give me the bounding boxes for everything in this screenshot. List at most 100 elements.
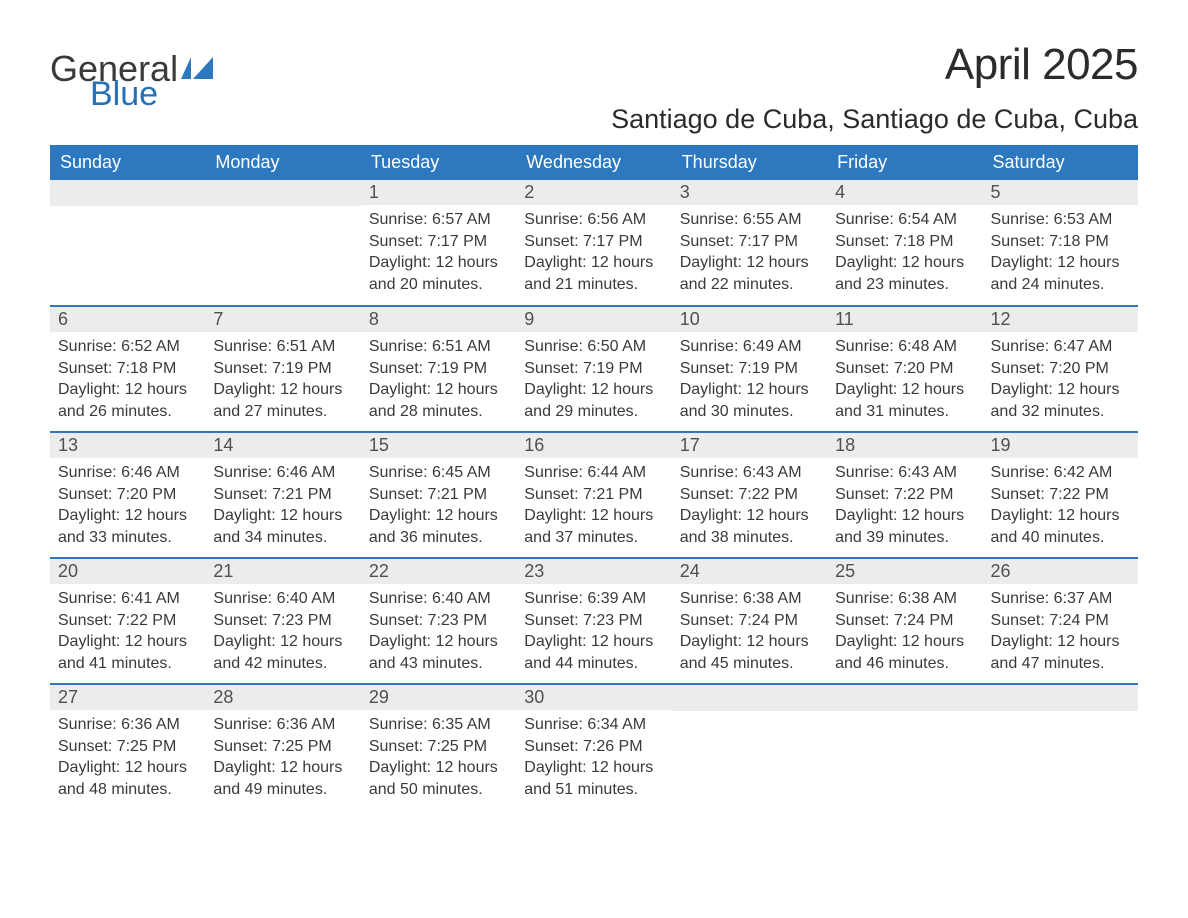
day-number: 19 xyxy=(983,433,1138,458)
calendar-cell: 13Sunrise: 6:46 AMSunset: 7:20 PMDayligh… xyxy=(50,432,205,558)
day-number: 12 xyxy=(983,307,1138,332)
day-number: 26 xyxy=(983,559,1138,584)
day-details: Sunrise: 6:36 AMSunset: 7:25 PMDaylight:… xyxy=(50,710,205,806)
day-details: Sunrise: 6:51 AMSunset: 7:19 PMDaylight:… xyxy=(205,332,360,428)
day-number: 11 xyxy=(827,307,982,332)
day-header: Saturday xyxy=(983,145,1138,180)
brand-logo: General Blue xyxy=(50,40,215,110)
day-number: 3 xyxy=(672,180,827,205)
calendar-cell xyxy=(983,684,1138,810)
calendar-cell: 6Sunrise: 6:52 AMSunset: 7:18 PMDaylight… xyxy=(50,306,205,432)
day-number: 2 xyxy=(516,180,671,205)
day-details: Sunrise: 6:46 AMSunset: 7:20 PMDaylight:… xyxy=(50,458,205,554)
calendar-week-row: 1Sunrise: 6:57 AMSunset: 7:17 PMDaylight… xyxy=(50,180,1138,306)
day-number: 6 xyxy=(50,307,205,332)
calendar-week-row: 6Sunrise: 6:52 AMSunset: 7:18 PMDaylight… xyxy=(50,306,1138,432)
calendar-cell xyxy=(50,180,205,306)
day-details: Sunrise: 6:48 AMSunset: 7:20 PMDaylight:… xyxy=(827,332,982,428)
calendar-cell: 4Sunrise: 6:54 AMSunset: 7:18 PMDaylight… xyxy=(827,180,982,306)
day-number: 5 xyxy=(983,180,1138,205)
day-details: Sunrise: 6:52 AMSunset: 7:18 PMDaylight:… xyxy=(50,332,205,428)
day-details: Sunrise: 6:41 AMSunset: 7:22 PMDaylight:… xyxy=(50,584,205,680)
calendar-cell: 2Sunrise: 6:56 AMSunset: 7:17 PMDaylight… xyxy=(516,180,671,306)
day-details: Sunrise: 6:49 AMSunset: 7:19 PMDaylight:… xyxy=(672,332,827,428)
calendar-cell: 18Sunrise: 6:43 AMSunset: 7:22 PMDayligh… xyxy=(827,432,982,558)
calendar-cell: 11Sunrise: 6:48 AMSunset: 7:20 PMDayligh… xyxy=(827,306,982,432)
day-number: 24 xyxy=(672,559,827,584)
day-number: 1 xyxy=(361,180,516,205)
day-number: 16 xyxy=(516,433,671,458)
day-details: Sunrise: 6:38 AMSunset: 7:24 PMDaylight:… xyxy=(672,584,827,680)
location-text: Santiago de Cuba, Santiago de Cuba, Cuba xyxy=(611,104,1138,135)
day-number: 4 xyxy=(827,180,982,205)
calendar-cell: 17Sunrise: 6:43 AMSunset: 7:22 PMDayligh… xyxy=(672,432,827,558)
day-details: Sunrise: 6:37 AMSunset: 7:24 PMDaylight:… xyxy=(983,584,1138,680)
calendar-cell: 12Sunrise: 6:47 AMSunset: 7:20 PMDayligh… xyxy=(983,306,1138,432)
day-number: 14 xyxy=(205,433,360,458)
day-header: Thursday xyxy=(672,145,827,180)
day-details: Sunrise: 6:57 AMSunset: 7:17 PMDaylight:… xyxy=(361,205,516,301)
calendar-cell xyxy=(672,684,827,810)
day-number: 10 xyxy=(672,307,827,332)
calendar-cell: 21Sunrise: 6:40 AMSunset: 7:23 PMDayligh… xyxy=(205,558,360,684)
calendar-cell: 24Sunrise: 6:38 AMSunset: 7:24 PMDayligh… xyxy=(672,558,827,684)
day-number: 27 xyxy=(50,685,205,710)
day-number: 30 xyxy=(516,685,671,710)
calendar-cell: 22Sunrise: 6:40 AMSunset: 7:23 PMDayligh… xyxy=(361,558,516,684)
day-details: Sunrise: 6:56 AMSunset: 7:17 PMDaylight:… xyxy=(516,205,671,301)
calendar-cell xyxy=(827,684,982,810)
calendar-cell: 28Sunrise: 6:36 AMSunset: 7:25 PMDayligh… xyxy=(205,684,360,810)
day-details: Sunrise: 6:45 AMSunset: 7:21 PMDaylight:… xyxy=(361,458,516,554)
calendar-cell xyxy=(205,180,360,306)
calendar-cell: 19Sunrise: 6:42 AMSunset: 7:22 PMDayligh… xyxy=(983,432,1138,558)
day-details: Sunrise: 6:35 AMSunset: 7:25 PMDaylight:… xyxy=(361,710,516,806)
day-number: 9 xyxy=(516,307,671,332)
calendar-body: 1Sunrise: 6:57 AMSunset: 7:17 PMDaylight… xyxy=(50,180,1138,810)
day-details: Sunrise: 6:55 AMSunset: 7:17 PMDaylight:… xyxy=(672,205,827,301)
day-number: 8 xyxy=(361,307,516,332)
calendar-cell: 3Sunrise: 6:55 AMSunset: 7:17 PMDaylight… xyxy=(672,180,827,306)
day-number: 13 xyxy=(50,433,205,458)
day-number: 28 xyxy=(205,685,360,710)
day-number: 22 xyxy=(361,559,516,584)
calendar-week-row: 27Sunrise: 6:36 AMSunset: 7:25 PMDayligh… xyxy=(50,684,1138,810)
day-details: Sunrise: 6:34 AMSunset: 7:26 PMDaylight:… xyxy=(516,710,671,806)
day-details: Sunrise: 6:47 AMSunset: 7:20 PMDaylight:… xyxy=(983,332,1138,428)
calendar-cell: 26Sunrise: 6:37 AMSunset: 7:24 PMDayligh… xyxy=(983,558,1138,684)
day-header: Friday xyxy=(827,145,982,180)
day-number: 7 xyxy=(205,307,360,332)
calendar-cell: 8Sunrise: 6:51 AMSunset: 7:19 PMDaylight… xyxy=(361,306,516,432)
day-details: Sunrise: 6:40 AMSunset: 7:23 PMDaylight:… xyxy=(205,584,360,680)
calendar-cell: 23Sunrise: 6:39 AMSunset: 7:23 PMDayligh… xyxy=(516,558,671,684)
calendar-table: Sunday Monday Tuesday Wednesday Thursday… xyxy=(50,145,1138,810)
calendar-cell: 1Sunrise: 6:57 AMSunset: 7:17 PMDaylight… xyxy=(361,180,516,306)
day-details: Sunrise: 6:39 AMSunset: 7:23 PMDaylight:… xyxy=(516,584,671,680)
brand-word2: Blue xyxy=(90,78,215,110)
day-header: Wednesday xyxy=(516,145,671,180)
calendar-week-row: 20Sunrise: 6:41 AMSunset: 7:22 PMDayligh… xyxy=(50,558,1138,684)
day-details: Sunrise: 6:44 AMSunset: 7:21 PMDaylight:… xyxy=(516,458,671,554)
day-details: Sunrise: 6:43 AMSunset: 7:22 PMDaylight:… xyxy=(827,458,982,554)
day-number: 15 xyxy=(361,433,516,458)
day-details: Sunrise: 6:43 AMSunset: 7:22 PMDaylight:… xyxy=(672,458,827,554)
day-number xyxy=(983,685,1138,711)
day-details: Sunrise: 6:42 AMSunset: 7:22 PMDaylight:… xyxy=(983,458,1138,554)
day-number xyxy=(827,685,982,711)
day-details: Sunrise: 6:53 AMSunset: 7:18 PMDaylight:… xyxy=(983,205,1138,301)
day-number: 25 xyxy=(827,559,982,584)
calendar-cell: 10Sunrise: 6:49 AMSunset: 7:19 PMDayligh… xyxy=(672,306,827,432)
day-number: 29 xyxy=(361,685,516,710)
day-number: 17 xyxy=(672,433,827,458)
month-title: April 2025 xyxy=(611,40,1138,90)
calendar-cell: 25Sunrise: 6:38 AMSunset: 7:24 PMDayligh… xyxy=(827,558,982,684)
day-details: Sunrise: 6:40 AMSunset: 7:23 PMDaylight:… xyxy=(361,584,516,680)
day-header: Tuesday xyxy=(361,145,516,180)
calendar-cell: 29Sunrise: 6:35 AMSunset: 7:25 PMDayligh… xyxy=(361,684,516,810)
calendar-cell: 15Sunrise: 6:45 AMSunset: 7:21 PMDayligh… xyxy=(361,432,516,558)
calendar-cell: 20Sunrise: 6:41 AMSunset: 7:22 PMDayligh… xyxy=(50,558,205,684)
day-number: 18 xyxy=(827,433,982,458)
calendar-cell: 7Sunrise: 6:51 AMSunset: 7:19 PMDaylight… xyxy=(205,306,360,432)
calendar-cell: 14Sunrise: 6:46 AMSunset: 7:21 PMDayligh… xyxy=(205,432,360,558)
calendar-cell: 16Sunrise: 6:44 AMSunset: 7:21 PMDayligh… xyxy=(516,432,671,558)
calendar-cell: 30Sunrise: 6:34 AMSunset: 7:26 PMDayligh… xyxy=(516,684,671,810)
